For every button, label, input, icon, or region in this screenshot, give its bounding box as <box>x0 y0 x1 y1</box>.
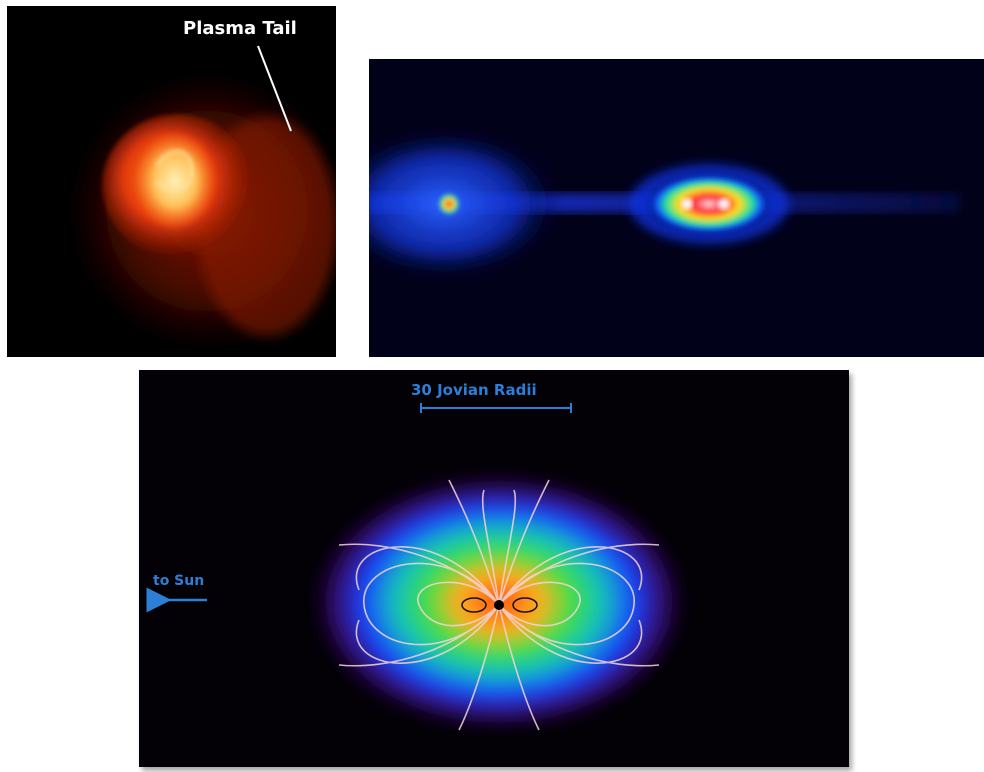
comet-image-panel: Plasma Tail <box>7 6 336 357</box>
to-sun-label: to Sun <box>153 573 204 589</box>
emission-left-dot <box>437 192 461 216</box>
magnetosphere-image: 30 Jovian Radii to Sun <box>139 370 849 767</box>
emission-left-lobe <box>369 126 564 282</box>
jupiter-dot <box>494 600 504 610</box>
inner-torus-right <box>512 597 538 613</box>
magnetosphere-image-panel: 30 Jovian Radii to Sun <box>139 370 849 767</box>
emission-image <box>369 59 984 357</box>
plasma-tail-label: Plasma Tail <box>183 18 297 39</box>
emission-hot-spot-right <box>718 198 730 210</box>
emission-image-panel <box>369 59 984 357</box>
emission-hot-region <box>647 174 771 234</box>
magnetic-field-lines <box>338 479 660 731</box>
inner-torus-left <box>461 597 487 613</box>
scale-label: 30 Jovian Radii <box>411 381 537 399</box>
plasma-tail-pointer <box>257 45 292 132</box>
emission-hot-spot-left <box>681 198 693 210</box>
comet-core-swirl <box>155 150 194 192</box>
comet-image: Plasma Tail <box>7 6 336 357</box>
comet-nucleus <box>133 131 217 231</box>
